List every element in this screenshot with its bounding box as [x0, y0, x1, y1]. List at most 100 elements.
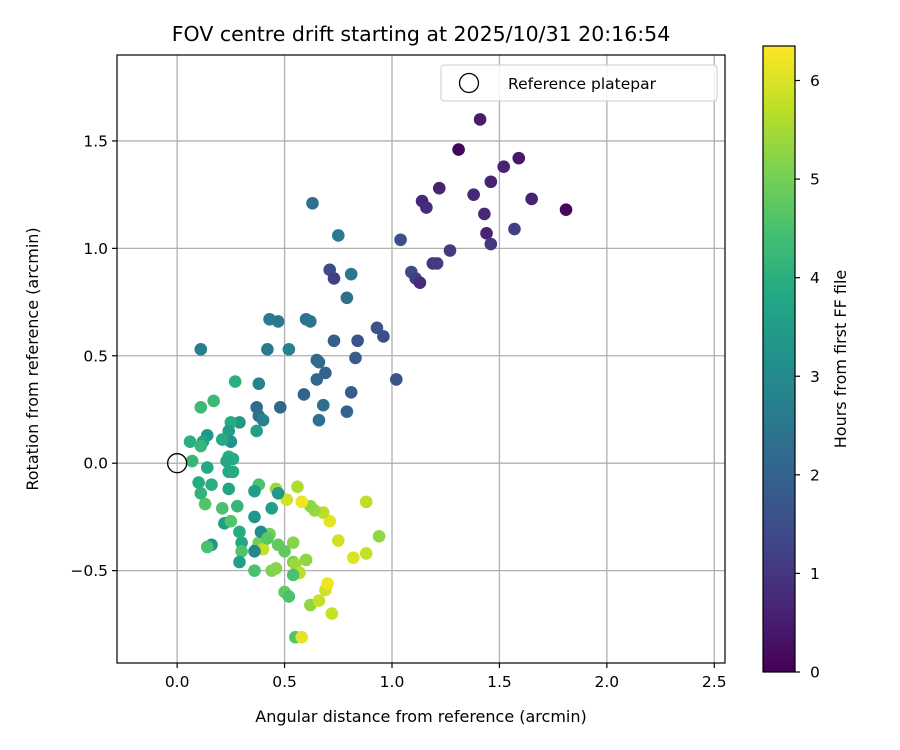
colorbar-tick-label: 0 — [810, 664, 820, 682]
data-point — [215, 502, 229, 515]
chart-title: FOV centre drift starting at 2025/10/31 … — [172, 22, 671, 46]
data-point — [512, 151, 526, 165]
data-point — [231, 499, 244, 513]
data-point — [312, 355, 326, 369]
data-point — [559, 203, 573, 216]
data-point — [263, 312, 276, 326]
data-point — [372, 529, 386, 543]
data-point — [497, 160, 511, 174]
x-tick-label: 2.5 — [702, 673, 727, 691]
data-point — [316, 398, 330, 412]
data-point — [480, 227, 493, 240]
colorbar-tick-label: 5 — [810, 171, 820, 189]
legend-box — [440, 64, 718, 102]
data-points — [183, 113, 573, 644]
colorbar-tick-label: 6 — [810, 72, 820, 90]
data-point — [233, 555, 246, 569]
colorbar — [762, 45, 796, 673]
plot-frame — [116, 54, 726, 664]
data-point — [377, 330, 390, 343]
data-point — [312, 413, 326, 427]
data-point — [467, 188, 480, 201]
data-point — [327, 272, 341, 285]
y-tick-label: −0.5 — [70, 562, 108, 580]
data-point — [248, 544, 261, 558]
data-point — [185, 454, 199, 468]
data-point — [252, 377, 266, 391]
data-point — [325, 607, 339, 620]
x-tick-label: 1.0 — [380, 673, 405, 691]
data-point — [194, 343, 208, 356]
data-point — [220, 454, 233, 468]
colorbar-ticks: 0 1 2 3 4 5 6 — [795, 72, 820, 682]
data-point — [359, 495, 373, 509]
data-point — [295, 495, 309, 509]
y-tick-label: 1.0 — [83, 240, 108, 258]
data-point — [295, 630, 309, 644]
x-tick-label: 0.5 — [272, 673, 297, 691]
data-point — [370, 321, 384, 335]
legend-entry-reference: Reference platepar — [508, 75, 657, 93]
y-tick-label: 0.0 — [83, 455, 108, 473]
data-point — [291, 480, 304, 494]
colorbar-tick-label: 3 — [810, 368, 820, 386]
colorbar-tick-label: 4 — [810, 269, 820, 287]
data-point — [269, 562, 283, 575]
data-point — [233, 525, 246, 539]
colorbar-label: Hours from first FF file — [831, 270, 850, 449]
data-point — [194, 401, 208, 414]
data-point — [473, 113, 487, 126]
data-point — [304, 315, 317, 328]
data-point — [420, 201, 433, 214]
data-point — [508, 222, 521, 236]
reference-marker — [167, 453, 188, 474]
data-point — [248, 564, 261, 577]
colorbar-tick-label: 1 — [810, 565, 820, 583]
data-point — [200, 540, 214, 554]
data-point — [299, 553, 313, 567]
data-point — [286, 536, 300, 549]
data-point — [282, 590, 296, 603]
legend-marker-reference — [458, 72, 480, 94]
data-point — [340, 405, 354, 418]
grid-lines — [117, 55, 725, 663]
data-point — [452, 143, 465, 156]
data-point — [194, 486, 208, 500]
data-point — [344, 386, 358, 399]
data-point — [235, 544, 248, 558]
data-point — [430, 257, 444, 270]
data-point — [248, 484, 261, 498]
data-point — [484, 175, 498, 189]
x-axis-label: Angular distance from reference (arcmin) — [255, 707, 586, 726]
y-axis-ticks: −0.5 0.0 0.5 1.0 1.5 — [70, 132, 117, 580]
x-tick-label: 1.5 — [487, 673, 512, 691]
data-point — [525, 192, 538, 206]
data-point — [250, 424, 263, 438]
data-point — [205, 478, 218, 491]
y-tick-label: 1.5 — [83, 132, 108, 150]
data-point — [321, 577, 334, 590]
legend: Reference platepar — [440, 64, 718, 102]
data-point — [394, 233, 407, 247]
data-point — [319, 366, 332, 380]
data-point — [261, 343, 274, 356]
y-tick-label: 0.5 — [83, 347, 108, 365]
data-point — [389, 373, 403, 386]
data-point — [183, 435, 197, 449]
data-point — [273, 401, 287, 414]
data-point — [280, 493, 294, 507]
data-point — [359, 547, 373, 560]
data-point — [248, 510, 261, 524]
data-point — [413, 276, 427, 290]
data-point — [224, 514, 238, 528]
data-point — [282, 343, 296, 356]
data-point — [331, 534, 345, 547]
data-point — [222, 424, 236, 438]
data-point — [207, 394, 220, 408]
data-point — [347, 551, 360, 565]
data-point — [228, 375, 242, 388]
data-point — [198, 497, 212, 511]
data-point — [312, 594, 326, 607]
data-point — [222, 482, 236, 496]
x-axis-ticks: 0.0 0.5 1.0 1.5 2.0 2.5 — [165, 663, 727, 691]
